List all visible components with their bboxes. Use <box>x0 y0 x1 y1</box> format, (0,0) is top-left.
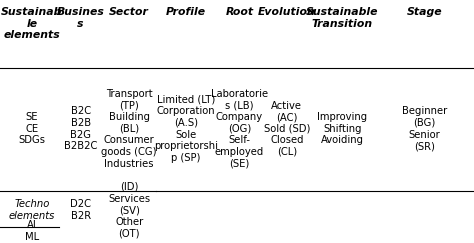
Text: Sustainable
Transition: Sustainable Transition <box>306 7 379 29</box>
Text: Active
(AC)
Sold (SD)
Closed
(CL): Active (AC) Sold (SD) Closed (CL) <box>264 101 310 157</box>
Text: Sector: Sector <box>109 7 149 17</box>
Text: Transport
(TP)
Building
(BL)
Consumer
goods (CG)
Industries: Transport (TP) Building (BL) Consumer go… <box>101 89 157 169</box>
Text: (ID)
Services
(SV)
Other
(OT): (ID) Services (SV) Other (OT) <box>108 182 150 238</box>
Text: Laboratorie
s (LB)
Company
(OG)
Self-
employed
(SE): Laboratorie s (LB) Company (OG) Self- em… <box>211 89 268 169</box>
Text: Improving
Shifting
Avoiding: Improving Shifting Avoiding <box>318 112 367 145</box>
Text: Busines
s: Busines s <box>56 7 105 29</box>
Text: Sustainab
le
elements: Sustainab le elements <box>1 7 63 41</box>
Text: AI
ML
IOT: AI ML IOT <box>24 220 40 243</box>
Text: B2C
B2B
B2G
B2B2C: B2C B2B B2G B2B2C <box>64 106 97 151</box>
Text: Profile: Profile <box>166 7 206 17</box>
Text: Evolution: Evolution <box>258 7 316 17</box>
Text: Stage: Stage <box>406 7 442 17</box>
Text: Beginner
(BG)
Senior
(SR): Beginner (BG) Senior (SR) <box>401 106 447 151</box>
Text: Techno
elements: Techno elements <box>9 200 55 221</box>
Text: Limited (LT)
Corporation
(A.S)
Sole
proprietorshi
p (SP): Limited (LT) Corporation (A.S) Sole prop… <box>154 95 218 163</box>
Text: D2C
B2R: D2C B2R <box>70 200 91 221</box>
Text: SE
CE
SDGs: SE CE SDGs <box>18 112 46 145</box>
Text: Root: Root <box>225 7 254 17</box>
